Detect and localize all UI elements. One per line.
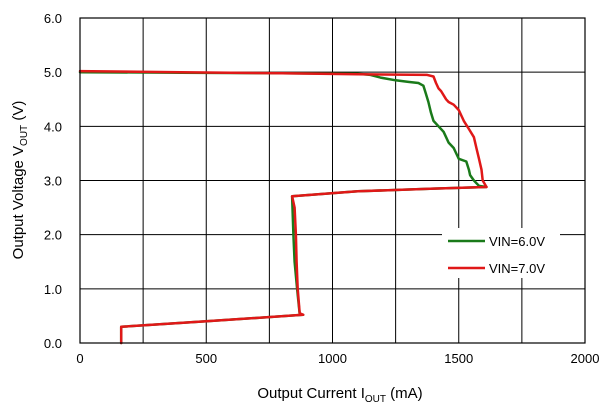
series-line-vin-6v bbox=[78, 70, 488, 345]
y-axis-label-sub: OUT bbox=[19, 125, 30, 146]
x-tick-label: 500 bbox=[195, 351, 217, 366]
y-tick-label: 3.0 bbox=[44, 174, 62, 189]
x-tick-label: 2000 bbox=[571, 351, 600, 366]
legend-label-vin-7v: VIN=7.0V bbox=[489, 261, 545, 276]
y-tick-label: 6.0 bbox=[44, 11, 62, 26]
y-axis-label-post: (V) bbox=[10, 101, 27, 125]
x-axis-label-post: (mA) bbox=[386, 385, 423, 402]
y-tick-label: 5.0 bbox=[44, 65, 62, 80]
series-line-vin-7v bbox=[78, 69, 488, 345]
tick-labels: 0 500 1000 1500 2000 0.0 1.0 2.0 3.0 4.0 5.0 6.0 bbox=[44, 11, 600, 366]
x-tick-label: 0 bbox=[76, 351, 83, 366]
legend-label-vin-6v: VIN=6.0V bbox=[489, 234, 545, 249]
y-tick-label: 2.0 bbox=[44, 228, 62, 243]
legend-box bbox=[442, 228, 560, 278]
x-axis-label: Output Current IOUT (mA) bbox=[257, 385, 422, 405]
series-group bbox=[78, 69, 488, 345]
x-tick-label: 1000 bbox=[318, 351, 347, 366]
x-tick-label: 1500 bbox=[444, 351, 473, 366]
y-tick-label: 1.0 bbox=[44, 282, 62, 297]
y-tick-label: 4.0 bbox=[44, 119, 62, 134]
legend: VIN=6.0V VIN=7.0V bbox=[442, 228, 560, 278]
y-axis-label-pre: Output Voltage V bbox=[10, 146, 27, 259]
y-axis-label: Output Voltage VOUT (V) bbox=[10, 101, 30, 260]
x-axis-label-pre: Output Current I bbox=[257, 385, 365, 402]
x-axis-label-sub: OUT bbox=[365, 394, 386, 405]
plot-frame bbox=[79, 17, 586, 344]
y-tick-label: 0.0 bbox=[44, 336, 62, 351]
